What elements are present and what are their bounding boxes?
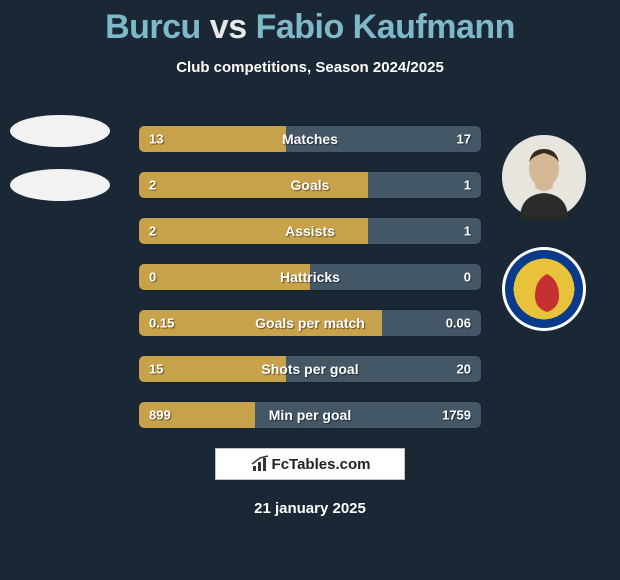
stat-row: 21Assists: [138, 217, 482, 245]
player1-name: Burcu: [105, 8, 201, 46]
club-crest-icon: [505, 250, 589, 334]
stat-row: 1520Shots per goal: [138, 355, 482, 383]
comparison-bars: 1317Matches 21Goals 21Assists 00Hattricks 0.…: [138, 125, 482, 447]
page-title: Burcu vs Fabio Kaufmann: [0, 0, 620, 47]
player1-club-placeholder: [10, 169, 110, 201]
stat-label: Matches: [139, 131, 481, 147]
brand-text: FcTables.com: [272, 456, 371, 473]
player2-avatar: [502, 135, 586, 219]
subtitle: Club competitions, Season 2024/2025: [0, 59, 620, 76]
player2-name: Fabio Kaufmann: [256, 8, 515, 46]
stat-label: Min per goal: [139, 407, 481, 423]
brand-box: FcTables.com: [215, 448, 405, 480]
stat-label: Shots per goal: [139, 361, 481, 377]
person-icon: [502, 135, 586, 219]
brand-logo-icon: [250, 454, 270, 474]
stat-label: Assists: [139, 223, 481, 239]
stat-row: 21Goals: [138, 171, 482, 199]
stat-label: Hattricks: [139, 269, 481, 285]
stat-label: Goals: [139, 177, 481, 193]
stat-label: Goals per match: [139, 315, 481, 331]
stat-row: 0.150.06Goals per match: [138, 309, 482, 337]
player1-avatar-placeholder: [10, 115, 110, 147]
vs-text: vs: [210, 8, 247, 46]
player2-column: [502, 135, 592, 331]
stat-row: 8991759Min per goal: [138, 401, 482, 429]
player1-column: [10, 115, 110, 201]
stat-row: 00Hattricks: [138, 263, 482, 291]
date-stamp: 21 january 2025: [0, 500, 620, 517]
player2-club-badge: [502, 247, 586, 331]
stat-row: 1317Matches: [138, 125, 482, 153]
